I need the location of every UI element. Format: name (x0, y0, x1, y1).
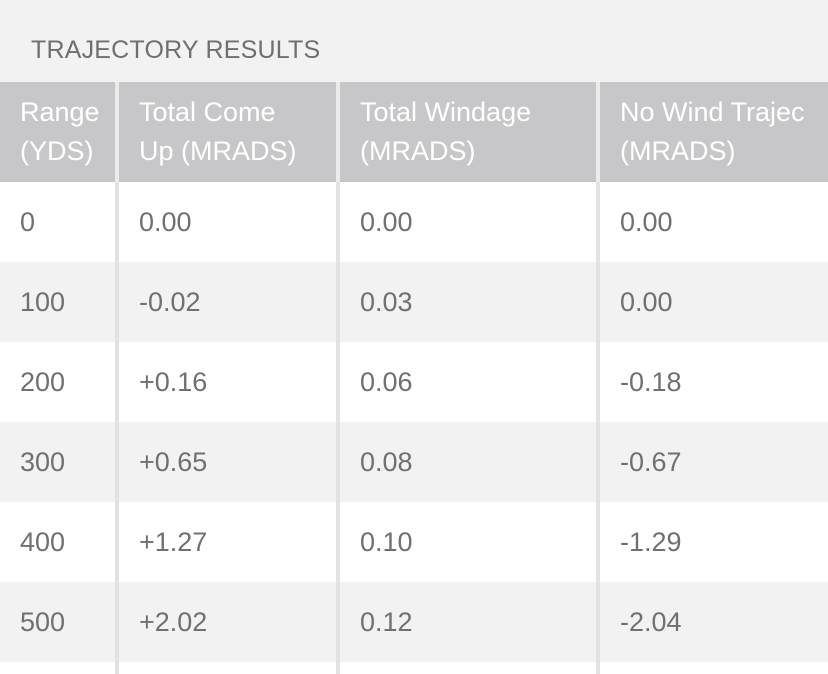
trajectory-table-container[interactable]: Range (YDS) Total Come Up (MRADS) Total … (0, 82, 828, 674)
table-row: 200 +0.16 0.06 -0.18 (0, 342, 828, 422)
cell-total-come-up: +1.27 (115, 502, 338, 582)
header-total-windage: Total Windage (MRADS) (336, 82, 598, 182)
cell-total-come-up: +0.65 (115, 422, 338, 502)
cell-total-windage: 0.12 (336, 582, 598, 662)
header-total-come-up: Total Come Up (MRADS) (115, 82, 338, 182)
cell-no-wind-trajectory: 0.00 (596, 182, 828, 262)
table-row: 400 +1.27 0.10 -1.29 (0, 502, 828, 582)
cell-range: 500 (0, 582, 117, 662)
cell-range: 100 (0, 262, 117, 342)
cell-total-windage: 0.06 (336, 342, 598, 422)
cell-total-windage: 0.03 (336, 262, 598, 342)
table-row: 100 -0.02 0.03 0.00 (0, 262, 828, 342)
cell-range: 400 (0, 502, 117, 582)
table-header-row: Range (YDS) Total Come Up (MRADS) Total … (0, 82, 828, 182)
cell-no-wind-trajectory: -2.04 (596, 582, 828, 662)
cell-no-wind-trajectory: -0.18 (596, 342, 828, 422)
cell-total-come-up: +2.02 (115, 582, 338, 662)
cell-range: 200 (0, 342, 117, 422)
cell-total-windage: 0.00 (336, 182, 598, 262)
cell-empty (596, 662, 828, 674)
cell-empty (115, 662, 338, 674)
cell-total-windage: 0.08 (336, 422, 598, 502)
header-range: Range (YDS) (0, 82, 117, 182)
trajectory-results-table: Range (YDS) Total Come Up (MRADS) Total … (0, 82, 828, 674)
cell-no-wind-trajectory: -1.29 (596, 502, 828, 582)
cell-range: 0 (0, 182, 117, 262)
cell-total-come-up: -0.02 (115, 262, 338, 342)
cell-range: 300 (0, 422, 117, 502)
cell-empty (336, 662, 598, 674)
table-row: 300 +0.65 0.08 -0.67 (0, 422, 828, 502)
cell-total-come-up: +0.16 (115, 342, 338, 422)
table-row-partial (0, 662, 828, 674)
table-row: 500 +2.02 0.12 -2.04 (0, 582, 828, 662)
cell-no-wind-trajectory: 0.00 (596, 262, 828, 342)
header-no-wind-trajectory: No Wind Trajec (MRADS) (596, 82, 828, 182)
cell-no-wind-trajectory: -0.67 (596, 422, 828, 502)
cell-empty (0, 662, 117, 674)
section-title: TRAJECTORY RESULTS (31, 36, 321, 64)
cell-total-come-up: 0.00 (115, 182, 338, 262)
table-row: 0 0.00 0.00 0.00 (0, 182, 828, 262)
cell-total-windage: 0.10 (336, 502, 598, 582)
